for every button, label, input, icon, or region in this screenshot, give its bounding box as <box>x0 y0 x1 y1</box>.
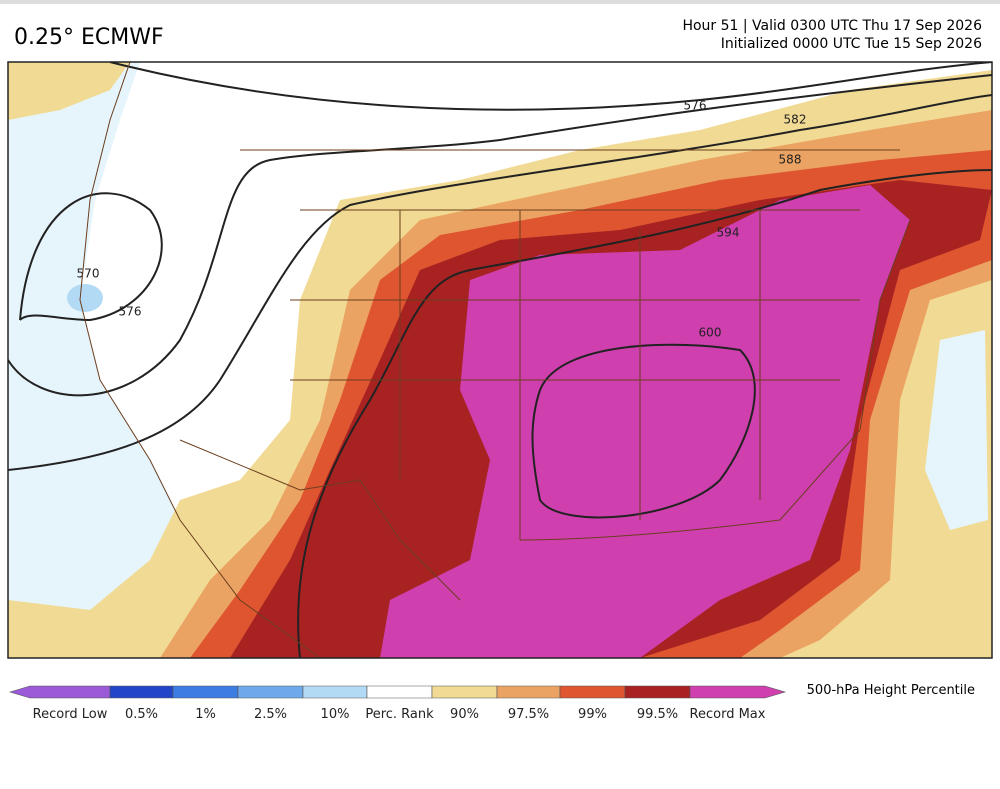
colorbar-segment <box>366 685 433 699</box>
borders <box>79 62 911 658</box>
contour-label: 588 <box>779 153 802 167</box>
colorbar-label: 99.5% <box>637 707 678 722</box>
colorbar-segment <box>237 685 304 699</box>
record-max <box>380 185 910 658</box>
colorbar-label: Record Max <box>690 707 766 722</box>
colorbar-label: 97.5% <box>508 707 549 722</box>
contour-label: 594 <box>717 226 740 240</box>
contour-label: 600 <box>699 326 722 340</box>
contour-label: 576 <box>684 99 707 113</box>
colorbar-label: 10% <box>321 707 350 722</box>
colorbar-label: 1% <box>195 707 216 722</box>
colorbar-segment <box>559 685 626 699</box>
map: 570 576 576 582 588 594 600 <box>8 62 992 658</box>
map-frame <box>7 61 993 659</box>
colorbar-segment <box>689 685 787 699</box>
colorbar-segment <box>8 685 111 699</box>
title: 0.25° ECMWF <box>14 25 164 50</box>
colorbar: Record Low 0.5% 1% 2.5% 10% Perc. Rank 90% 97.5… <box>8 685 787 722</box>
low-percentile <box>67 284 103 312</box>
colorbar-segment <box>302 685 368 699</box>
colorbar-label: 2.5% <box>254 707 287 722</box>
valid-time: Hour 51 | Valid 0300 UTC Thu 17 Sep 2026 <box>682 18 982 34</box>
colorbar-title: 500-hPa Height Percentile <box>807 683 975 698</box>
contour-label: 576 <box>119 305 142 319</box>
colorbar-label: Perc. Rank <box>365 707 434 722</box>
contour-labels: 570 576 576 582 588 594 600 <box>77 99 807 340</box>
high-percentile-nw <box>8 62 130 120</box>
colorbar-segment <box>624 685 691 699</box>
colorbar-segment <box>431 685 498 699</box>
colorbar-segment <box>109 685 174 699</box>
colorbar-label: 90% <box>450 707 479 722</box>
colorbar-segment <box>172 685 239 699</box>
colorbar-label: Record Low <box>33 707 108 722</box>
top-border <box>0 0 1000 4</box>
atlantic-normal <box>925 330 988 530</box>
contour-label: 570 <box>77 267 100 281</box>
colorbar-segment <box>496 685 561 699</box>
contour-label: 582 <box>784 113 807 127</box>
colorbar-label: 99% <box>578 707 607 722</box>
colorbar-label: 0.5% <box>125 707 158 722</box>
init-time: Initialized 0000 UTC Tue 15 Sep 2026 <box>721 36 982 52</box>
